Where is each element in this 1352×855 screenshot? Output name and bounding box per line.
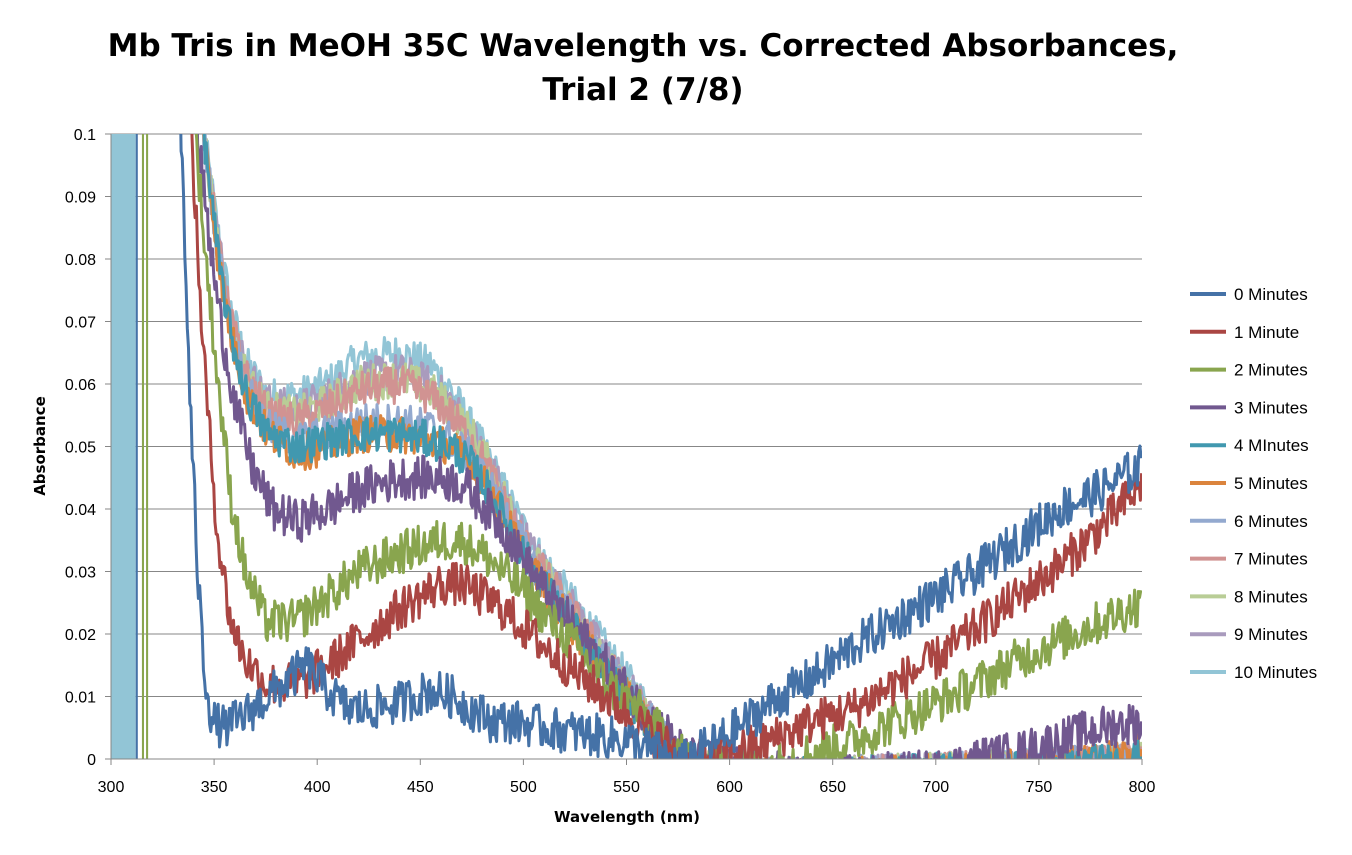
series-line: [203, 134, 1142, 759]
x-tick-label: 600: [716, 779, 743, 796]
x-tick-label: 400: [304, 779, 331, 796]
y-tick-label: 0.1: [74, 127, 96, 144]
y-tick-label: 0.02: [65, 627, 96, 644]
saturated-region: [135, 134, 138, 759]
legend-label: 3 Minutes: [1234, 398, 1308, 417]
series-line: [179, 134, 1142, 759]
y-tick-label: 0.01: [65, 690, 96, 707]
saturated-region: [141, 134, 144, 759]
x-tick-label: 700: [922, 779, 949, 796]
chart-title-line-1: Mb Tris in MeOH 35C Wavelength vs. Corre…: [108, 28, 1179, 64]
x-tick-label: 550: [613, 779, 640, 796]
y-tick-label: 0.04: [65, 502, 96, 519]
saturated-region: [146, 134, 149, 759]
x-axis-label: Wavelength (nm): [554, 808, 700, 826]
x-tick-label: 300: [98, 779, 125, 796]
chart-title-line-2: Trial 2 (7/8): [542, 72, 743, 108]
legend-label: 2 Minutes: [1234, 361, 1308, 380]
y-axis-label: Absorbance: [31, 396, 49, 496]
y-tick-label: 0.09: [65, 190, 96, 207]
x-tick-label: 350: [201, 779, 228, 796]
legend-label: 10 Minutes: [1234, 663, 1317, 682]
series-layer: [111, 134, 1142, 759]
x-tick-label: 650: [819, 779, 846, 796]
y-tick-labels: 0 0.01 0.02 0.03 0.04 0.05 0.06 0.07 0.08 0.09 0.1: [65, 127, 111, 769]
legend-label: 8 Minutes: [1234, 587, 1308, 606]
x-tick-label: 750: [1026, 779, 1053, 796]
legend-label: 1 Minute: [1234, 323, 1299, 342]
x-tick-label: 800: [1129, 779, 1156, 796]
y-tick-label: 0.06: [65, 377, 96, 394]
y-tick-label: 0.03: [65, 565, 96, 582]
legend-label: 7 Minutes: [1234, 550, 1308, 569]
legend-label: 4 MInutes: [1234, 436, 1309, 455]
legend-label: 0 Minutes: [1234, 285, 1308, 304]
y-tick-label: 0.07: [65, 315, 96, 332]
plot-area: [110, 133, 1142, 760]
x-tick-label: 450: [407, 779, 434, 796]
series-line: [194, 134, 1142, 759]
legend: 0 Minutes 1 Minute 2 Minutes 3 Minutes 4 MIn…: [1190, 285, 1317, 682]
y-tick-label: 0.08: [65, 252, 96, 269]
saturated-region: [111, 134, 136, 759]
legend-label: 9 Minutes: [1234, 625, 1308, 644]
y-tick-label: 0.05: [65, 440, 96, 457]
series-line: [190, 134, 1142, 759]
x-tick-labels: 300 350 400 450 500 550 600 650 700 750 800: [98, 759, 1156, 796]
legend-label: 5 Minutes: [1234, 474, 1308, 493]
y-tick-label: 0: [87, 752, 96, 769]
x-tick-label: 500: [510, 779, 537, 796]
legend-label: 6 Minutes: [1234, 512, 1308, 531]
